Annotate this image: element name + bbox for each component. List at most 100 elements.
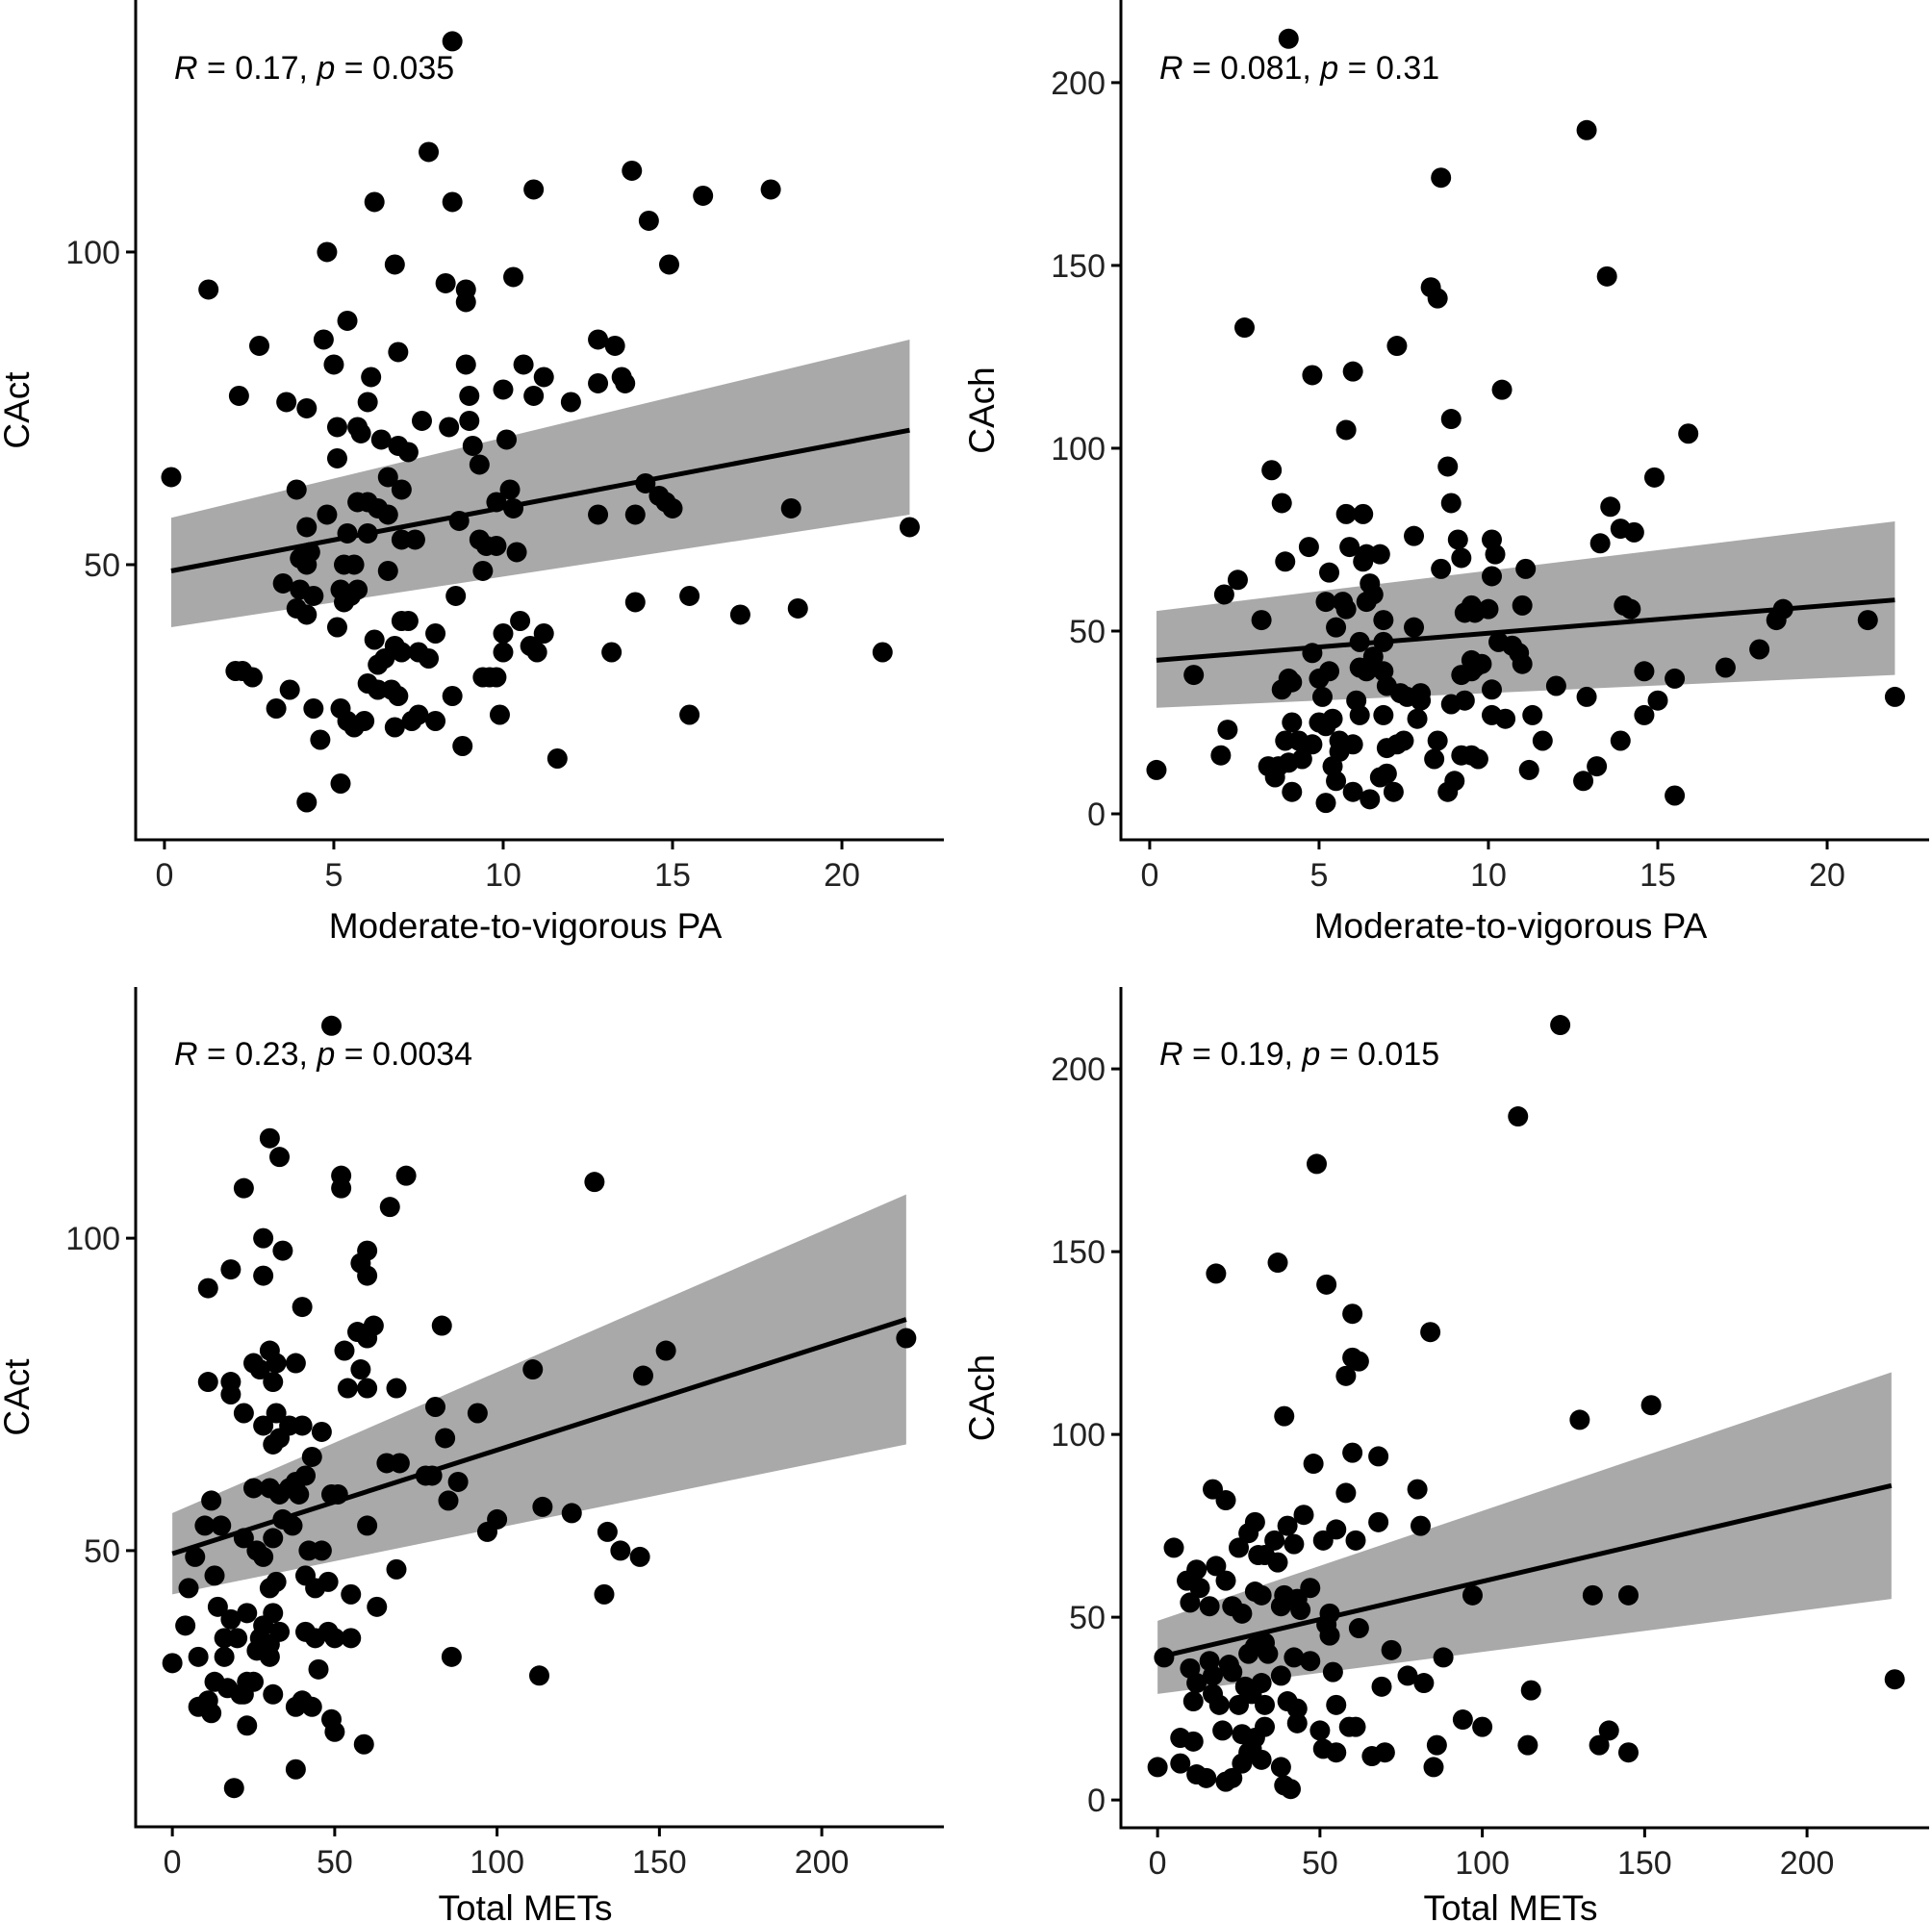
data-point (377, 467, 398, 488)
data-point (391, 642, 412, 663)
data-point (1665, 785, 1686, 806)
data-point (388, 342, 409, 363)
data-point (343, 554, 365, 575)
data-point (1393, 730, 1414, 751)
data-point (1665, 668, 1686, 689)
data-point (364, 191, 385, 213)
data-point (1518, 759, 1539, 780)
data-point (1342, 1303, 1363, 1325)
data-point (370, 429, 392, 450)
data-point (1369, 544, 1390, 565)
data-point (604, 335, 625, 356)
data-point (363, 1315, 384, 1336)
data-point (1290, 1600, 1311, 1621)
data-point (334, 592, 355, 613)
data-point (1180, 1592, 1201, 1613)
scatter-points (1147, 1015, 1905, 1800)
data-point (367, 1596, 388, 1617)
data-point (228, 385, 249, 406)
x-tick-label: 50 (1302, 1845, 1338, 1882)
annotation-value: = 0.0034 (335, 1036, 472, 1073)
data-point (588, 372, 609, 393)
annotation-value: = 0.23, (198, 1036, 318, 1073)
annotation-symbol: p (316, 1036, 335, 1073)
data-point (425, 622, 446, 644)
data-point (1319, 1625, 1340, 1646)
data-point (1451, 547, 1472, 569)
x-tick-label: 200 (795, 1844, 850, 1881)
scatter-points (162, 1015, 917, 1799)
data-point (780, 497, 801, 519)
data-point (588, 504, 609, 525)
data-point (1582, 1584, 1603, 1606)
data-point (1397, 1665, 1418, 1686)
y-tick-label: 50 (84, 547, 120, 584)
data-point (1454, 690, 1475, 711)
data-point (442, 685, 463, 706)
data-point (1371, 1676, 1392, 1697)
y-axis-title: CAct (0, 371, 37, 449)
data-point (1335, 419, 1357, 441)
data-point (445, 585, 467, 606)
x-tick-label: 20 (824, 857, 860, 894)
data-point (1267, 1552, 1288, 1573)
data-point (1146, 759, 1167, 780)
data-point (1186, 1673, 1208, 1694)
data-point (357, 1378, 378, 1399)
data-point (377, 504, 398, 525)
annotation-symbol: p (1301, 1036, 1320, 1073)
data-point (318, 1571, 339, 1592)
data-point (693, 185, 714, 206)
data-point (629, 1546, 650, 1567)
data-point (242, 667, 263, 688)
panel-mvpa-cact: 0 5 10 15 20 50 100 Moderate-to-vigorous PA CAct… (0, 0, 944, 946)
data-point (391, 479, 412, 500)
data-point (1643, 467, 1665, 488)
correlation-annotation: R = 0.23, p = 0.0034 (174, 1036, 472, 1073)
data-point (1600, 496, 1621, 518)
data-point (1589, 533, 1611, 554)
data-point (1381, 1639, 1402, 1660)
data-point (1210, 745, 1232, 766)
regression-line (1156, 597, 1895, 663)
data-point (1196, 1767, 1217, 1788)
data-point (1311, 686, 1333, 707)
data-point (1481, 679, 1502, 700)
data-point (1291, 748, 1312, 770)
data-point (1206, 1556, 1227, 1577)
data-point (323, 354, 344, 375)
data-point (1596, 266, 1617, 287)
data-point (357, 392, 378, 413)
annotation-symbol: R (174, 1036, 198, 1073)
data-point (610, 1540, 631, 1561)
x-axis-title: Total METs (1424, 1888, 1598, 1923)
data-point (594, 1583, 615, 1605)
data-point (1404, 525, 1425, 546)
data-point (1182, 1731, 1204, 1752)
data-point (1335, 1482, 1357, 1504)
data-point (357, 1515, 378, 1536)
y-tick-label: 100 (65, 235, 120, 271)
annotation-symbol: R (1159, 50, 1183, 87)
data-point (285, 1759, 306, 1780)
data-point (1857, 610, 1878, 631)
data-point (286, 479, 307, 500)
data-point (1545, 675, 1566, 696)
data-point (424, 1397, 445, 1417)
data-point (350, 1359, 371, 1380)
data-point (1462, 1584, 1483, 1606)
data-point (296, 397, 318, 418)
data-point (1491, 379, 1513, 400)
data-point (493, 622, 514, 644)
data-point (1481, 566, 1502, 587)
data-point (1232, 1603, 1253, 1624)
data-point (1634, 661, 1655, 682)
data-point (1576, 119, 1597, 140)
y-tick-label: 150 (1051, 248, 1106, 285)
data-point (341, 1583, 362, 1605)
data-point (1376, 763, 1397, 784)
data-point (1532, 730, 1553, 751)
x-axis-title: Total METs (439, 1888, 613, 1923)
data-point (408, 704, 429, 725)
data-point (1282, 671, 1303, 693)
